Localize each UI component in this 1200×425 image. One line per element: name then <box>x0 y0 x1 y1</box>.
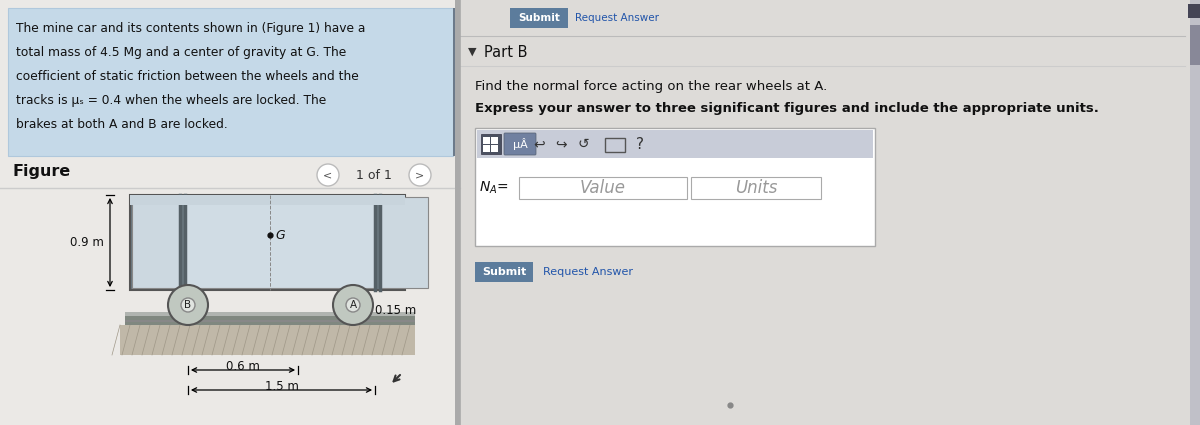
Text: Submit: Submit <box>482 267 526 277</box>
Text: total mass of 4.5 Mg and a center of gravity at G. The: total mass of 4.5 Mg and a center of gra… <box>16 46 347 59</box>
Text: 1.5 m: 1.5 m <box>264 380 299 393</box>
Text: A: A <box>349 300 356 310</box>
Text: 0.9 m: 0.9 m <box>70 236 104 249</box>
Text: tracks is μₛ = 0.4 when the wheels are locked. The: tracks is μₛ = 0.4 when the wheels are l… <box>16 94 326 107</box>
Bar <box>132 197 180 288</box>
Text: μÂ: μÂ <box>512 138 527 150</box>
Bar <box>130 195 406 205</box>
Text: ?: ? <box>636 136 644 151</box>
Text: Part B: Part B <box>484 45 528 60</box>
Bar <box>380 197 428 288</box>
Text: Express your answer to three significant figures and include the appropriate uni: Express your answer to three significant… <box>475 102 1099 115</box>
Text: 1 of 1: 1 of 1 <box>356 168 392 181</box>
Text: Request Answer: Request Answer <box>575 13 659 23</box>
Text: ↪: ↪ <box>556 137 566 151</box>
Bar <box>481 134 502 154</box>
FancyBboxPatch shape <box>475 128 875 246</box>
Bar <box>125 316 415 325</box>
FancyBboxPatch shape <box>510 8 568 28</box>
Text: ↩: ↩ <box>533 137 545 151</box>
Text: $N_A$=: $N_A$= <box>479 180 509 196</box>
Bar <box>120 325 415 355</box>
Bar <box>491 145 498 152</box>
Circle shape <box>317 164 340 186</box>
Text: brakes at both A and B are locked.: brakes at both A and B are locked. <box>16 118 228 131</box>
Text: ▼: ▼ <box>468 47 476 57</box>
Text: Figure: Figure <box>12 164 71 179</box>
Bar <box>482 137 490 144</box>
Bar <box>482 145 490 152</box>
Bar <box>185 197 374 288</box>
Text: Request Answer: Request Answer <box>542 267 634 277</box>
Bar <box>491 137 498 144</box>
Text: >: > <box>415 170 425 180</box>
Circle shape <box>409 164 431 186</box>
Bar <box>455 0 460 425</box>
Circle shape <box>168 285 208 325</box>
Bar <box>454 8 460 156</box>
Circle shape <box>346 298 360 312</box>
Text: Units: Units <box>734 179 778 197</box>
Text: <: < <box>323 170 332 180</box>
Bar <box>691 177 821 199</box>
Text: Find the normal force acting on the rear wheels at A.: Find the normal force acting on the rear… <box>475 80 827 93</box>
Bar <box>130 195 406 290</box>
Bar <box>520 177 686 199</box>
FancyBboxPatch shape <box>475 262 533 282</box>
Bar <box>125 320 415 322</box>
Text: Value: Value <box>580 179 626 197</box>
Text: coefficient of static friction between the wheels and the: coefficient of static friction between t… <box>16 70 359 83</box>
Circle shape <box>181 298 194 312</box>
Bar <box>125 312 415 316</box>
Text: Submit: Submit <box>518 13 560 23</box>
Text: B: B <box>185 300 192 310</box>
FancyBboxPatch shape <box>8 8 454 156</box>
Text: The mine car and its contents shown in (Figure 1) have a: The mine car and its contents shown in (… <box>16 22 365 35</box>
Bar <box>605 138 625 152</box>
Circle shape <box>334 285 373 325</box>
Bar <box>1190 25 1200 65</box>
Bar <box>1188 4 1200 18</box>
Text: 0.6 m: 0.6 m <box>226 360 260 373</box>
Bar <box>1190 0 1200 425</box>
Bar <box>0 0 460 425</box>
Text: 0.15 m: 0.15 m <box>374 303 416 317</box>
Bar <box>478 130 874 158</box>
Text: ↺: ↺ <box>577 137 589 151</box>
Text: G: G <box>275 229 284 241</box>
FancyBboxPatch shape <box>504 133 536 155</box>
Bar <box>460 0 1200 425</box>
